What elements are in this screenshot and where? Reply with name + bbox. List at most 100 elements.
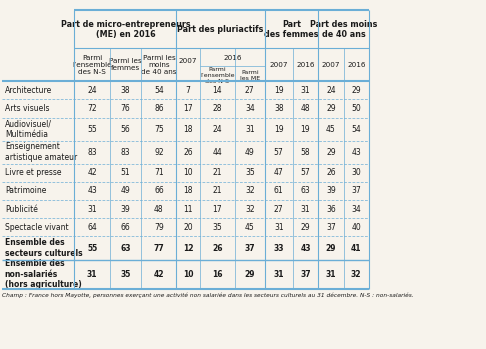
Text: 37: 37 (351, 186, 361, 195)
Text: 63: 63 (300, 186, 311, 195)
Text: 27: 27 (245, 86, 255, 95)
Text: 26: 26 (326, 168, 336, 177)
Text: 18: 18 (183, 186, 193, 195)
Text: 11: 11 (183, 205, 193, 214)
Text: 29: 29 (326, 148, 336, 157)
Text: 54: 54 (154, 86, 164, 95)
Text: 42: 42 (87, 168, 97, 177)
Text: 16: 16 (212, 270, 223, 279)
Text: 38: 38 (274, 104, 283, 113)
Text: 2007: 2007 (322, 62, 340, 68)
Text: 2007: 2007 (269, 62, 288, 68)
Text: 2016: 2016 (347, 62, 365, 68)
Text: Part des moins
de 40 ans: Part des moins de 40 ans (310, 20, 377, 39)
Text: 55: 55 (87, 125, 97, 134)
Text: Part
des femmes: Part des femmes (264, 20, 319, 39)
Text: Parmi les
femmes: Parmi les femmes (109, 58, 142, 71)
Text: 35: 35 (121, 270, 131, 279)
Text: 55: 55 (87, 244, 97, 253)
Text: 79: 79 (154, 223, 164, 232)
Text: 43: 43 (87, 186, 97, 195)
Text: 27: 27 (274, 205, 283, 214)
Text: 40: 40 (351, 223, 361, 232)
Text: 37: 37 (326, 223, 336, 232)
Text: Parmi
l’ensemble
des N-S: Parmi l’ensemble des N-S (200, 67, 234, 84)
Text: 29: 29 (351, 86, 361, 95)
Text: 35: 35 (212, 223, 222, 232)
Text: 75: 75 (154, 125, 164, 134)
Text: 29: 29 (301, 223, 310, 232)
Text: 28: 28 (212, 104, 222, 113)
Text: 37: 37 (300, 270, 311, 279)
Text: 39: 39 (326, 186, 336, 195)
Text: Audiovisuel/
Multimédia: Audiovisuel/ Multimédia (5, 119, 52, 139)
Text: 35: 35 (245, 168, 255, 177)
Text: 10: 10 (183, 270, 193, 279)
Text: 41: 41 (351, 244, 362, 253)
Text: 83: 83 (121, 148, 130, 157)
Text: 77: 77 (154, 244, 164, 253)
Text: 83: 83 (87, 148, 97, 157)
Text: Parmi les
moins
de 40 ans: Parmi les moins de 40 ans (141, 55, 177, 75)
Text: 31: 31 (87, 270, 97, 279)
Text: 45: 45 (245, 223, 255, 232)
Text: 24: 24 (212, 125, 222, 134)
Text: Champ : France hors Mayotte, personnes exerçant une activité non salariée dans l: Champ : France hors Mayotte, personnes e… (2, 293, 414, 298)
Text: 49: 49 (245, 148, 255, 157)
Text: 14: 14 (212, 86, 222, 95)
Text: 29: 29 (244, 270, 255, 279)
Text: 57: 57 (300, 168, 311, 177)
Text: 29: 29 (326, 104, 336, 113)
Text: 34: 34 (351, 205, 361, 214)
Text: 47: 47 (274, 168, 284, 177)
Text: 36: 36 (326, 205, 336, 214)
Text: 19: 19 (274, 125, 283, 134)
Text: 42: 42 (154, 270, 164, 279)
Text: 24: 24 (326, 86, 336, 95)
Text: 64: 64 (87, 223, 97, 232)
Text: Publicité: Publicité (5, 205, 38, 214)
Text: Part des pluriactifs: Part des pluriactifs (177, 25, 264, 34)
Text: 10: 10 (183, 168, 193, 177)
Text: 71: 71 (154, 168, 164, 177)
Text: Parmi
les ME: Parmi les ME (240, 70, 260, 81)
Text: Spectacle vivant: Spectacle vivant (5, 223, 69, 232)
Text: Enseignement
artistique amateur: Enseignement artistique amateur (5, 142, 77, 162)
Text: Livre et presse: Livre et presse (5, 168, 61, 177)
Text: 56: 56 (121, 125, 131, 134)
Text: 45: 45 (326, 125, 336, 134)
Text: 26: 26 (183, 148, 193, 157)
Text: Ensemble des
secteurs culturels: Ensemble des secteurs culturels (5, 238, 83, 258)
Text: 33: 33 (274, 244, 284, 253)
Text: 32: 32 (351, 270, 362, 279)
Text: 34: 34 (245, 104, 255, 113)
Text: 57: 57 (274, 148, 284, 157)
Text: Ensemble des
non-salariés
(hors agriculture): Ensemble des non-salariés (hors agricult… (5, 259, 82, 289)
Text: Patrimoine: Patrimoine (5, 186, 46, 195)
Text: 2016: 2016 (296, 62, 315, 68)
Text: 92: 92 (154, 148, 164, 157)
Text: 31: 31 (326, 270, 336, 279)
Text: Architecture: Architecture (5, 86, 52, 95)
Text: 43: 43 (351, 148, 361, 157)
Text: 86: 86 (154, 104, 164, 113)
Text: 50: 50 (351, 104, 361, 113)
Text: 43: 43 (300, 244, 311, 253)
Text: 31: 31 (87, 205, 97, 214)
Text: 2016: 2016 (223, 55, 242, 61)
Text: 31: 31 (245, 125, 255, 134)
Text: 58: 58 (301, 148, 310, 157)
Text: 17: 17 (212, 205, 222, 214)
Text: 12: 12 (183, 244, 193, 253)
Text: 66: 66 (154, 186, 164, 195)
Text: 18: 18 (183, 125, 193, 134)
Text: 31: 31 (301, 86, 310, 95)
Text: Arts visuels: Arts visuels (5, 104, 50, 113)
Text: 48: 48 (301, 104, 310, 113)
Text: Parmi
l’ensemble
des N-S: Parmi l’ensemble des N-S (72, 55, 112, 75)
Text: 21: 21 (212, 186, 222, 195)
Text: 31: 31 (274, 270, 284, 279)
Text: 17: 17 (183, 104, 193, 113)
Text: 26: 26 (212, 244, 223, 253)
Text: 31: 31 (274, 223, 283, 232)
